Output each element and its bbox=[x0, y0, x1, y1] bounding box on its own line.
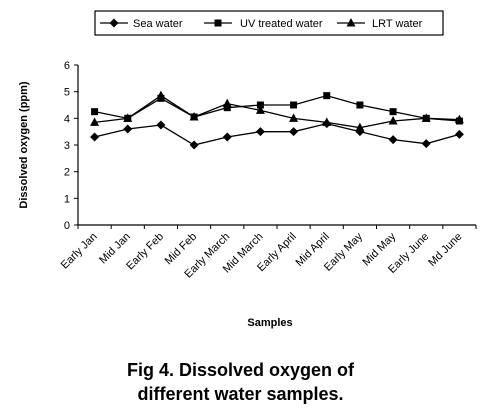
y-tick-label: 5 bbox=[64, 87, 70, 99]
data-point bbox=[222, 98, 232, 108]
data-point bbox=[421, 113, 431, 122]
data-point bbox=[156, 90, 166, 100]
data-point bbox=[289, 127, 299, 137]
data-point bbox=[454, 129, 464, 139]
y-tick-label: 3 bbox=[64, 140, 70, 152]
data-point bbox=[90, 117, 100, 126]
y-tick-label: 4 bbox=[64, 113, 70, 125]
legend-marker bbox=[109, 18, 119, 28]
data-point bbox=[322, 117, 332, 126]
data-point bbox=[388, 116, 398, 125]
x-tick-label: Md June bbox=[426, 231, 464, 269]
series-line bbox=[94, 94, 460, 122]
data-point bbox=[189, 140, 199, 150]
legend-label: Sea water bbox=[133, 18, 183, 30]
data-point bbox=[421, 139, 431, 149]
plot-area bbox=[90, 90, 464, 150]
data-point bbox=[290, 101, 298, 109]
data-point bbox=[91, 108, 99, 116]
data-point bbox=[289, 113, 299, 122]
series-line bbox=[94, 122, 460, 146]
data-point bbox=[454, 114, 464, 124]
y-tick-label: 6 bbox=[64, 60, 70, 72]
data-point bbox=[323, 92, 331, 100]
legend-label: LRT water bbox=[372, 18, 423, 30]
data-point bbox=[256, 101, 264, 109]
legend-label: UV treated water bbox=[240, 18, 323, 30]
line-chart: Sea water UV treated water LRT water 0 1 2 3 4… bbox=[18, 10, 477, 329]
y-axis-label: Dissolved oxygen (ppm) bbox=[18, 81, 30, 208]
figure-caption-line-2: different water samples. bbox=[137, 384, 344, 404]
data-point bbox=[156, 120, 166, 130]
data-point bbox=[222, 132, 232, 142]
data-point bbox=[223, 104, 231, 112]
x-axis-label: Samples bbox=[247, 317, 292, 329]
data-point bbox=[123, 124, 133, 134]
y-tick-label: 1 bbox=[64, 193, 70, 205]
data-point bbox=[389, 108, 397, 116]
data-point bbox=[255, 105, 265, 114]
x-tick-label: Early Jan bbox=[59, 231, 100, 272]
data-point bbox=[356, 101, 364, 109]
data-point bbox=[123, 113, 133, 122]
data-point bbox=[255, 127, 265, 137]
legend-box bbox=[94, 10, 444, 36]
legend: Sea water UV treated water LRT water bbox=[94, 10, 444, 36]
data-point bbox=[189, 112, 199, 121]
legend-marker bbox=[214, 19, 222, 27]
data-point bbox=[388, 135, 398, 145]
figure-caption-line-1: Fig 4. Dissolved oxygen of bbox=[126, 360, 355, 380]
series-line bbox=[94, 94, 460, 129]
data-point bbox=[355, 122, 365, 132]
y-tick-label: 0 bbox=[64, 220, 70, 232]
y-tick-label: 2 bbox=[64, 167, 70, 179]
data-point bbox=[90, 132, 100, 142]
legend-marker bbox=[346, 18, 356, 27]
